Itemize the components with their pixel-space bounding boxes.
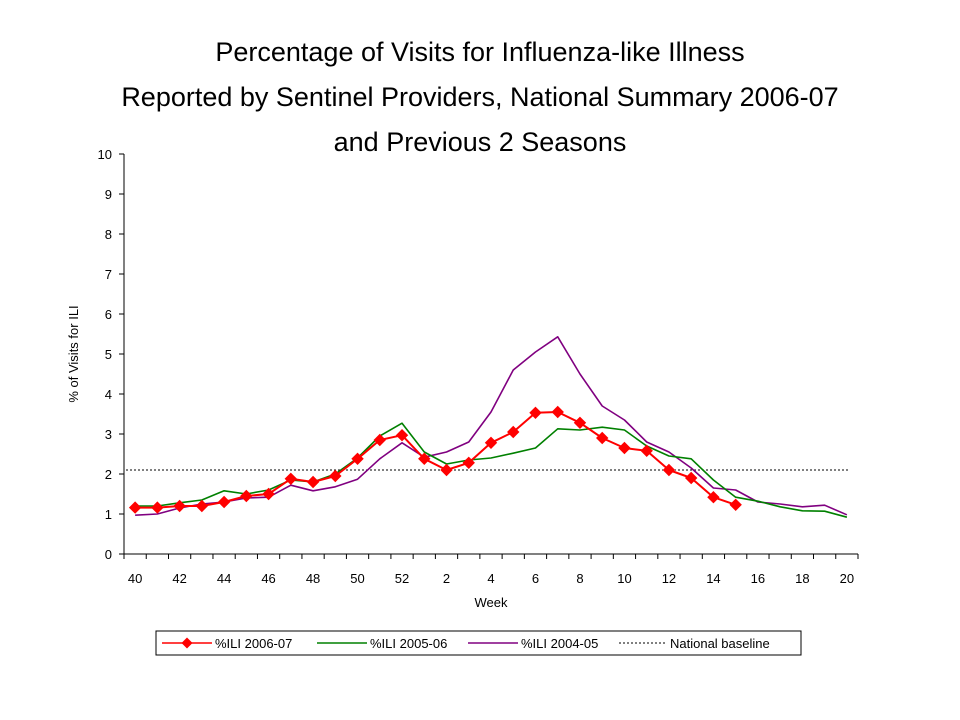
y-tick-label: 5 [105,347,112,362]
chart-title-line-3: and Previous 2 Seasons [333,127,627,157]
legend-item-ili-2006-07: %ILI 2006-07 [162,636,292,651]
x-tick-label: 46 [261,571,275,586]
data-point [507,425,520,439]
x-tick-label: 4 [487,571,494,586]
x-tick-label: 10 [617,571,631,586]
data-point [729,498,742,512]
series-ili-2004-05 [135,335,848,516]
y-tick-label: 10 [98,147,112,162]
series-layer [126,335,848,518]
data-point [684,471,698,485]
data-point [418,452,431,466]
data-point [128,501,142,514]
data-point [707,490,720,504]
legend-label: %ILI 2004-05 [521,636,598,651]
legend-item-national-baseline: National baseline [619,636,770,651]
x-tick-label: 20 [840,571,854,586]
y-tick-label: 7 [105,267,112,282]
x-axis-title: Week [475,595,508,610]
axis-labels: Week % of Visits for ILI [66,305,508,610]
y-tick-label: 9 [105,187,112,202]
data-point [195,499,209,513]
y-tick-label: 3 [105,427,112,442]
data-point [573,416,587,430]
data-point [262,487,275,501]
y-axis-title: % of Visits for ILI [66,305,81,402]
x-tick-label: 50 [350,571,364,586]
x-tick-label: 44 [217,571,231,586]
x-tick-label: 14 [706,571,720,586]
y-tick-label: 8 [105,227,112,242]
data-point [551,405,564,419]
data-point [217,495,231,509]
data-point [662,463,676,477]
x-tick-label: 52 [395,571,409,586]
data-point [306,475,320,489]
y-tick-label: 1 [105,507,112,522]
legend-label: National baseline [670,636,770,651]
chart-title-line-2: Reported by Sentinel Providers, National… [121,82,839,112]
data-point [529,406,542,420]
data-point [640,444,653,458]
x-tick-label: 12 [662,571,676,586]
y-tick-label: 0 [105,547,112,562]
x-tick-label: 42 [172,571,186,586]
data-point [440,463,453,477]
chart-title: Percentage of Visits for Influenza-like … [0,30,960,165]
y-tick-label: 2 [105,467,112,482]
x-tick-label: 6 [532,571,539,586]
data-point [173,499,186,513]
data-point [373,433,386,447]
legend-item-ili-2005-06: %ILI 2005-06 [317,636,447,651]
series-line [135,422,848,518]
data-point [329,469,342,483]
data-point [484,436,498,450]
chart-title-line-1: Percentage of Visits for Influenza-like … [215,37,745,67]
data-point [618,441,631,455]
data-point [240,489,253,503]
x-tick-label: 2 [443,571,450,586]
legend-marker [181,637,193,649]
legend-label: %ILI 2006-07 [215,636,292,651]
series-line [135,335,848,516]
data-point [462,456,475,470]
legend-item-ili-2004-05: %ILI 2004-05 [468,636,598,651]
data-point [351,452,364,466]
data-point [284,472,298,486]
data-point [395,428,409,442]
series-ili-2006-07 [128,405,742,514]
data-point [151,501,164,514]
series-line [135,411,736,509]
x-tick-label: 18 [795,571,809,586]
x-tick-label: 8 [576,571,583,586]
x-tick-label: 16 [751,571,765,586]
data-point [596,431,609,445]
x-tick-label: 48 [306,571,320,586]
series-ili-2005-06 [135,422,848,518]
y-tick-label: 6 [105,307,112,322]
chart-legend: %ILI 2006-07 %ILI 2005-06 %ILI 2004-05 Nati… [155,630,802,656]
y-tick-label: 4 [105,387,112,402]
x-tick-label: 40 [128,571,142,586]
legend-label: %ILI 2005-06 [370,636,447,651]
